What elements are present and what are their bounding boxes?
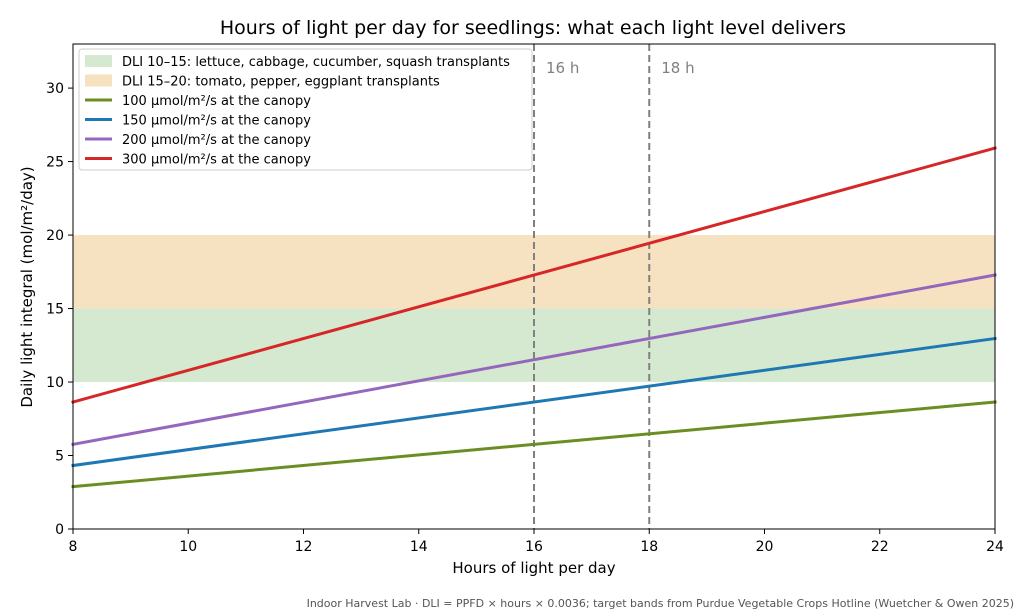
series-lines (71, 146, 997, 489)
x-tick-label-12: 12 (295, 539, 313, 555)
legend-label-series-3: 300 µmol/m²/s at the canopy (122, 153, 311, 168)
x-tick-label-16: 16 (525, 539, 543, 555)
legend-label-series-1: 150 µmol/m²/s at the canopy (122, 114, 311, 129)
hour-reference-lines: 16 h 18 h (533, 44, 695, 529)
x-tick-label-24: 24 (986, 539, 1004, 555)
legend-label-series-2: 200 µmol/m²/s at the canopy (122, 133, 311, 148)
vline-label-16h: 16 h (546, 59, 579, 77)
y-tick-label-30: 30 (46, 81, 64, 97)
y-tick-label-10: 10 (46, 375, 64, 391)
legend-label-band-1: DLI 15–20: tomato, pepper, eggplant tran… (122, 75, 440, 90)
x-tick-label-10: 10 (179, 539, 197, 555)
x-tick-label-20: 20 (756, 539, 774, 555)
footnote: Indoor Harvest Lab · DLI = PPFD × hours … (307, 597, 1014, 610)
series-line-1 (71, 336, 997, 468)
x-tick-label-22: 22 (871, 539, 889, 555)
y-tick-label-25: 25 (46, 155, 64, 171)
x-tick-label-8: 8 (69, 539, 78, 555)
chart-title: Hours of light per day for seedlings: wh… (220, 17, 846, 39)
y-tick-label-5: 5 (55, 449, 64, 465)
series-line-0 (71, 400, 997, 489)
y-tick-label-0: 0 (55, 522, 64, 538)
series-line-2 (71, 273, 997, 447)
legend: DLI 10–15: lettuce, cabbage, cucumber, s… (78, 48, 533, 171)
legend-label-band-0: DLI 10–15: lettuce, cabbage, cucumber, s… (122, 55, 510, 70)
series-line-3 (71, 146, 997, 404)
y-tick-label-20: 20 (46, 228, 64, 244)
legend-swatch-band-1 (85, 74, 112, 87)
legend-label-series-0: 100 µmol/m²/s at the canopy (122, 94, 311, 109)
vline-label-18h: 18 h (661, 59, 694, 77)
legend-box (78, 48, 533, 171)
x-tick-label-14: 14 (410, 539, 428, 555)
y-axis-title: Daily light integral (mol/m²/day) (18, 166, 36, 407)
y-tick-label-15: 15 (46, 302, 64, 318)
x-axis-title: Hours of light per day (452, 559, 615, 577)
axis-ticks: 8 10 12 14 16 18 20 22 24 0 5 10 15 20 25 30 (46, 81, 1004, 555)
legend-swatch-band-0 (85, 55, 112, 67)
x-tick-label-18: 18 (640, 539, 658, 555)
